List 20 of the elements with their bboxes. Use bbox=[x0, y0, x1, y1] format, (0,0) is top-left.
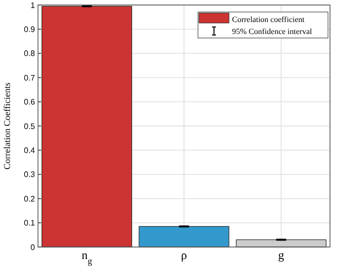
bar bbox=[42, 6, 132, 248]
y-tick-label: 0.3 bbox=[24, 170, 36, 180]
y-tick-label: 0.5 bbox=[24, 122, 36, 131]
y-tick-label: 0 bbox=[30, 242, 36, 252]
bar bbox=[236, 239, 326, 248]
x-tick-label: ρ bbox=[181, 248, 187, 262]
x-tick-label: g bbox=[278, 248, 284, 262]
y-tick-label: 0.2 bbox=[24, 194, 36, 204]
bar bbox=[138, 226, 230, 248]
y-tick-label: 0.9 bbox=[24, 25, 36, 34]
y-tick-label: 0.6 bbox=[24, 98, 36, 107]
y-tick-label: 0.4 bbox=[24, 146, 36, 155]
x-tick-label: n$_{g}$ bbox=[82, 248, 93, 266]
y-tick-label: 0.8 bbox=[24, 49, 36, 58]
legend-label: Correlation coefficient bbox=[232, 15, 306, 24]
y-tick-label: 1 bbox=[30, 0, 36, 10]
y-axis-title: Correlation Coefficients bbox=[2, 82, 12, 170]
y-tick-label: 0.7 bbox=[24, 73, 36, 82]
y-tick-label: 0.1 bbox=[24, 218, 36, 228]
annotation: 95% Confidence interval bbox=[232, 27, 313, 36]
